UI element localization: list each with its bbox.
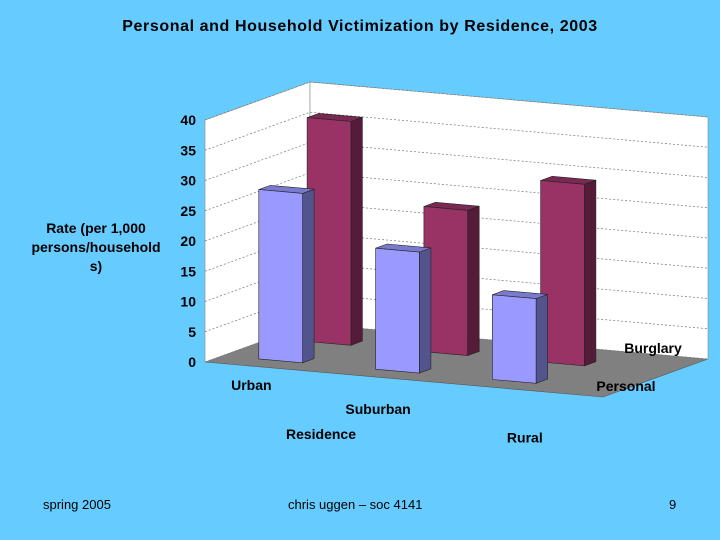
bar-front	[491, 294, 537, 384]
bar-burglary-rural	[540, 175, 597, 367]
gridline	[204, 293, 709, 333]
gridline	[204, 263, 709, 302]
series-label: Burglary	[624, 340, 682, 356]
bar-burglary-suburban	[423, 201, 480, 357]
y-tick-label: 25	[180, 203, 196, 219]
gridline	[204, 111, 709, 151]
y-tick-label: 35	[180, 142, 196, 158]
bar-personal-rural	[491, 290, 548, 384]
y-axis-title-line: Rate (per 1,000	[46, 220, 146, 236]
gridline	[204, 202, 709, 242]
y-tick-label: 15	[180, 263, 196, 279]
category-label: Urban	[231, 377, 271, 393]
y-axis-title-line: s)	[90, 258, 102, 274]
footer-date: spring 2005	[43, 497, 111, 512]
bar-side	[302, 188, 315, 364]
bar-side	[584, 179, 597, 367]
chart-labels: 0 5 10 15 20 25 30 35 40 Urban Suburban Rural Person…	[31, 112, 682, 445]
gridline	[204, 323, 709, 363]
category-label: Rural	[507, 429, 543, 445]
y-tick-label: 30	[180, 173, 196, 189]
y-tick-label: 5	[188, 324, 196, 340]
chart-gridlines	[204, 81, 709, 363]
gridline	[204, 172, 709, 212]
footer-author: chris uggen – soc 4141	[288, 497, 423, 512]
bar-front	[375, 247, 420, 374]
gridline	[204, 81, 709, 121]
bar-side	[418, 247, 432, 374]
bar-burglary-urban	[306, 113, 363, 346]
bar-front	[540, 180, 585, 367]
y-tick-label: 0	[188, 354, 196, 370]
gridline	[204, 232, 709, 272]
gridline	[204, 142, 709, 181]
bar-personal-suburban	[375, 243, 432, 374]
y-axis-title-line: persons/household	[31, 239, 160, 255]
slide-number: 9	[669, 497, 677, 512]
y-tick-label: 40	[180, 112, 196, 128]
category-label: Suburban	[345, 401, 410, 417]
series-label: Personal	[596, 378, 655, 394]
chart-title: Personal and Household Victimization by …	[122, 18, 598, 35]
chart-bars	[258, 113, 597, 384]
bar-personal-urban	[258, 185, 315, 364]
chart: 0 5 10 15 20 25 30 35 40 Urban Suburban Rural Person…	[31, 81, 709, 445]
x-axis-title: Residence	[286, 426, 356, 442]
bar-side	[535, 293, 548, 384]
bar-side	[467, 205, 480, 357]
y-tick-label: 20	[180, 233, 196, 249]
bar-front	[258, 189, 303, 364]
y-tick-label: 10	[180, 294, 196, 310]
bar-side	[350, 116, 363, 346]
